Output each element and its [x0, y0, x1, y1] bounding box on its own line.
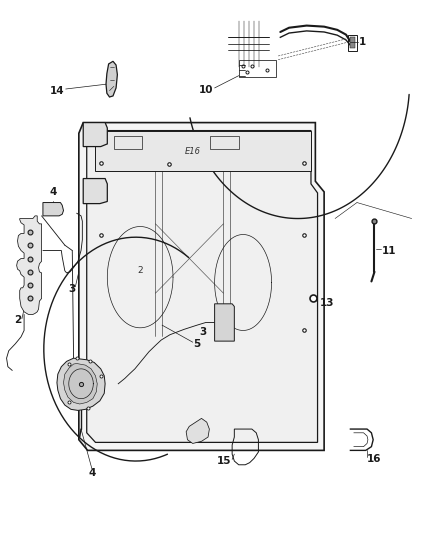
Text: 4: 4 — [88, 469, 95, 478]
Polygon shape — [83, 179, 107, 204]
Polygon shape — [57, 358, 105, 410]
Text: 3: 3 — [69, 284, 76, 294]
Text: 11: 11 — [382, 246, 396, 255]
Text: 5: 5 — [194, 339, 201, 349]
Polygon shape — [64, 364, 97, 404]
Text: E16: E16 — [185, 148, 201, 156]
Text: 2: 2 — [138, 266, 143, 275]
Text: 3: 3 — [199, 327, 207, 336]
Polygon shape — [106, 61, 117, 97]
Polygon shape — [17, 216, 42, 314]
Text: 10: 10 — [199, 85, 214, 94]
Polygon shape — [83, 123, 107, 147]
Bar — [114, 136, 142, 149]
Polygon shape — [87, 131, 318, 442]
Text: 13: 13 — [320, 298, 334, 308]
Text: 4: 4 — [50, 187, 57, 197]
Bar — [210, 136, 239, 149]
Polygon shape — [43, 203, 64, 216]
Text: 14: 14 — [50, 86, 65, 95]
Polygon shape — [95, 131, 311, 171]
Polygon shape — [79, 123, 324, 450]
Text: 15: 15 — [217, 456, 231, 466]
Text: 2: 2 — [14, 315, 21, 325]
Text: 1: 1 — [359, 37, 367, 47]
Polygon shape — [186, 418, 209, 443]
Polygon shape — [215, 304, 234, 341]
Text: 16: 16 — [367, 455, 381, 464]
Polygon shape — [350, 37, 355, 48]
